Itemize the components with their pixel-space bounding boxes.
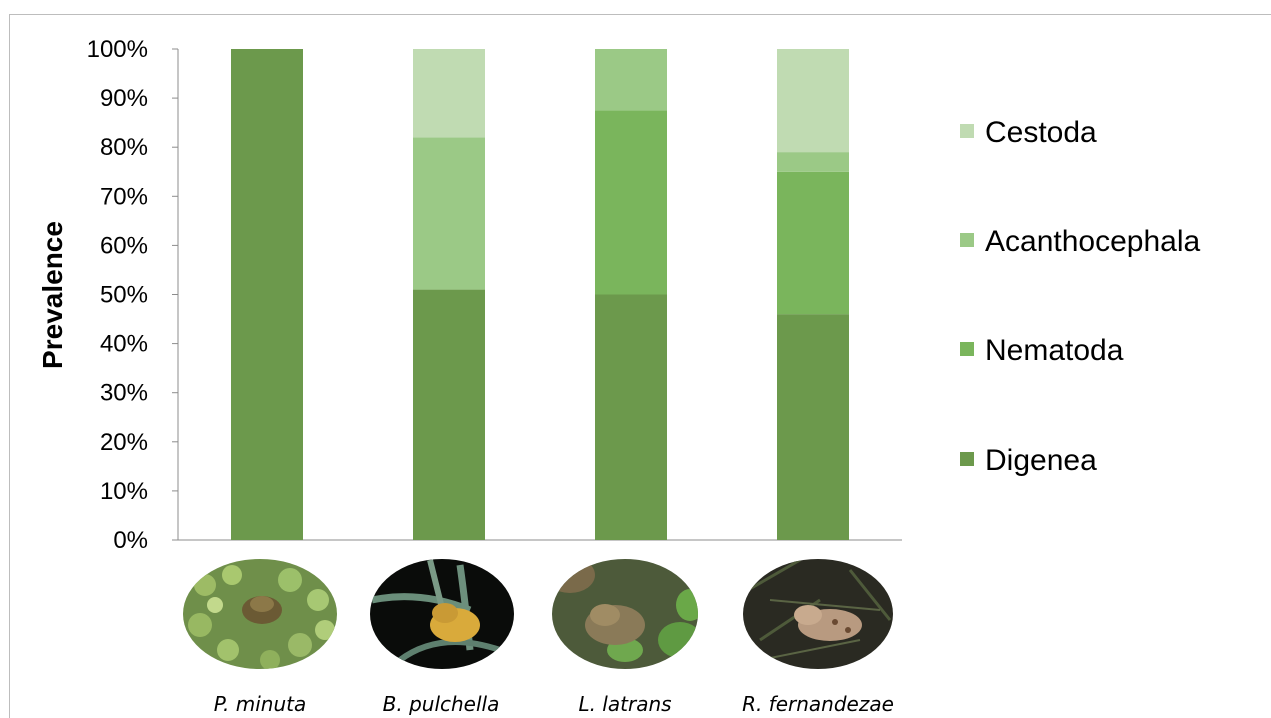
bar-segment <box>777 314 849 540</box>
legend-entry: Nematoda <box>985 334 1124 367</box>
y-tick-label: 40% <box>100 331 148 358</box>
y-tick-label: 30% <box>100 380 148 407</box>
category-labels: P. minuta B. pulchella L. latrans R. fernan… <box>214 692 894 716</box>
category-label: R. fernandezae <box>742 692 894 716</box>
y-tick-label: 80% <box>100 134 148 161</box>
bar-segment <box>777 171 849 315</box>
category-label: P. minuta <box>214 692 307 716</box>
bar-segment <box>595 294 667 540</box>
y-tick-label: 50% <box>100 282 148 309</box>
legend-swatch <box>960 452 974 466</box>
bar-segment <box>413 137 485 290</box>
y-tick-label: 20% <box>100 429 148 456</box>
legend-swatch <box>960 233 974 247</box>
bar-segment <box>413 49 485 138</box>
legend-swatch <box>960 124 974 138</box>
y-tick-label: 100% <box>87 36 148 63</box>
bar-segment <box>231 49 303 540</box>
frog-photo-icon <box>743 559 893 669</box>
y-tick-label: 70% <box>100 183 148 210</box>
frog-photo-icon <box>183 559 337 669</box>
frog-photo-icon <box>370 559 514 669</box>
legend-entry: Digenea <box>985 444 1097 477</box>
legend: Cestoda Acanthocephala Nematoda Digenea <box>960 116 1200 477</box>
category-photos <box>183 559 893 669</box>
category-label: B. pulchella <box>383 692 500 716</box>
legend-entry: Acanthocephala <box>985 225 1200 258</box>
bar-segment <box>595 110 667 295</box>
y-tick-label: 90% <box>100 85 148 112</box>
legend-swatch <box>960 342 974 356</box>
figure-border <box>9 14 1271 718</box>
category-label: L. latrans <box>578 692 671 716</box>
y-tick-label: 10% <box>100 478 148 505</box>
legend-entry: Cestoda <box>985 116 1097 149</box>
y-axis-label: Prevalence <box>37 221 68 369</box>
frog-photo-icon <box>552 559 698 669</box>
bar-segment <box>595 49 667 111</box>
bar-segment <box>777 152 849 172</box>
axes: 0% 10% 20% 30% 40% 50% 60% 70% 80% 90% 100% Prevale… <box>37 36 902 554</box>
y-tick-label: 60% <box>100 232 148 259</box>
bars <box>231 49 849 540</box>
bar-segment <box>413 289 485 540</box>
bar-segment <box>777 49 849 153</box>
y-tick-label: 0% <box>113 527 148 554</box>
